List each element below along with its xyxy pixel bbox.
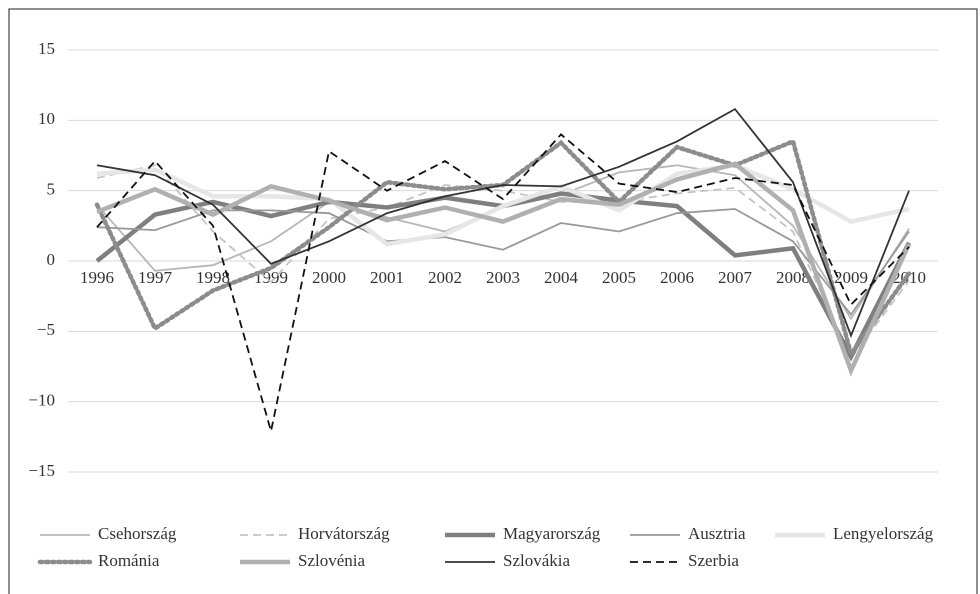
x-tick-label: 2008	[776, 268, 810, 287]
y-tick-label: −10	[28, 391, 55, 410]
x-tick-label: 2009	[834, 268, 868, 287]
x-tick-label: 1996	[80, 268, 114, 287]
legend-label: Románia	[98, 551, 160, 570]
x-tick-label: 1997	[138, 268, 173, 287]
y-tick-label: −5	[37, 320, 55, 339]
legend-label: Szlovénia	[298, 551, 365, 570]
legend-label: Lengyelország	[833, 524, 934, 543]
series-line	[96, 133, 910, 432]
x-tick-label: 2004	[544, 268, 579, 287]
legend-label: Szerbia	[688, 551, 739, 570]
legend-label: Ausztria	[688, 524, 746, 543]
y-tick-label: 10	[38, 109, 55, 128]
series-line	[96, 208, 910, 317]
series-line	[96, 162, 910, 247]
series-line	[96, 164, 910, 360]
series-line	[96, 107, 910, 339]
legend-label: Csehország	[98, 524, 177, 543]
y-tick-label: 0	[47, 250, 56, 269]
series-line	[96, 161, 912, 377]
y-tick-label: 15	[38, 39, 55, 58]
legend-label: Magyarország	[503, 524, 601, 543]
x-tick-label: 2000	[312, 268, 346, 287]
x-tick-label: 2005	[602, 268, 636, 287]
x-tick-label: 2007	[718, 268, 753, 287]
x-tick-label: 1999	[254, 268, 288, 287]
x-tick-label: 2006	[660, 268, 694, 287]
y-tick-label: −15	[28, 461, 55, 480]
x-tick-label: 2001	[370, 268, 404, 287]
x-tick-label: 1998	[196, 268, 230, 287]
legend-label: Horvátország	[298, 524, 390, 543]
x-tick-label: 2003	[486, 268, 520, 287]
x-tick-label: 2002	[428, 268, 462, 287]
legend-label: Szlovákia	[503, 551, 570, 570]
chart-frame	[8, 8, 978, 594]
y-tick-label: 5	[47, 180, 56, 199]
